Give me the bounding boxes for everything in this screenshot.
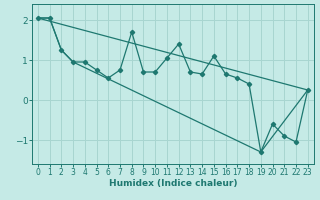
X-axis label: Humidex (Indice chaleur): Humidex (Indice chaleur) — [108, 179, 237, 188]
